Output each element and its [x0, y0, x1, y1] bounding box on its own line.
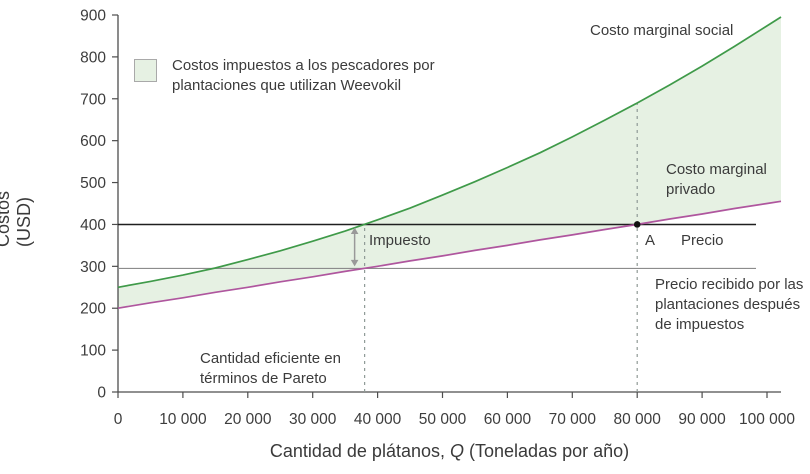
- point-a-marker: [633, 221, 641, 228]
- legend-label: Costos impuestos a los pescadores por pl…: [172, 57, 435, 94]
- x-tick-label: 100 000: [739, 411, 795, 428]
- y-tick-label: 700: [80, 91, 106, 108]
- y-tick-label: 100: [80, 343, 106, 360]
- externality-shaded-area: [118, 17, 781, 309]
- x-tick-label: 90 000: [678, 411, 726, 428]
- x-tick-label: 80 000: [613, 411, 661, 428]
- x-axis-title: Cantidad de plátanos, Q (Toneladas por a…: [118, 441, 781, 461]
- y-tick-label: 800: [80, 49, 106, 66]
- price-label: Precio: [681, 232, 724, 249]
- y-tick-label: 0: [97, 385, 106, 402]
- x-axis-title-q: Q: [450, 441, 465, 461]
- y-tick-label: 900: [80, 8, 106, 25]
- tax-arrow-head-down: [350, 259, 359, 267]
- x-tick-label: 50 000: [419, 411, 467, 428]
- social-marginal-cost-label: Costo marginal social: [590, 22, 734, 39]
- x-tick-label: 70 000: [549, 411, 597, 428]
- private-marginal-cost-label: Costo marginal privado: [666, 161, 767, 198]
- tax-label: Impuesto: [369, 232, 431, 249]
- y-tick-label: 300: [80, 259, 106, 276]
- y-tick-label: 400: [80, 217, 106, 234]
- tax-arrow-head-up: [350, 227, 359, 234]
- x-tick-label: 40 000: [354, 411, 402, 428]
- private-marginal-cost-curve: [117, 200, 782, 310]
- x-tick-label: 60 000: [484, 411, 532, 428]
- x-tick-label: 0: [114, 411, 123, 428]
- x-tick-label: 30 000: [289, 411, 337, 428]
- price-after-tax-label: Precio recibido por las plantaciones des…: [655, 276, 804, 333]
- social-marginal-cost-curve: [117, 16, 782, 289]
- x-tick-label: 20 000: [224, 411, 272, 428]
- x-axis-title-prefix: Cantidad de plátanos,: [269, 441, 450, 461]
- y-tick-label: 500: [80, 175, 106, 192]
- y-tick-label: 200: [80, 301, 106, 318]
- y-axis-title-text: Costos (USD): [0, 190, 34, 247]
- y-axis-title: Costos (USD): [0, 147, 34, 247]
- point-a-label: A: [645, 232, 656, 249]
- legend-swatch: [134, 59, 157, 82]
- y-tick-label: 600: [80, 133, 106, 150]
- pareto-quantity-label: Cantidad eficiente en términos de Pareto: [200, 350, 341, 387]
- x-axis-title-suffix: (Toneladas por año): [464, 441, 630, 461]
- x-tick-label: 10 000: [159, 411, 207, 428]
